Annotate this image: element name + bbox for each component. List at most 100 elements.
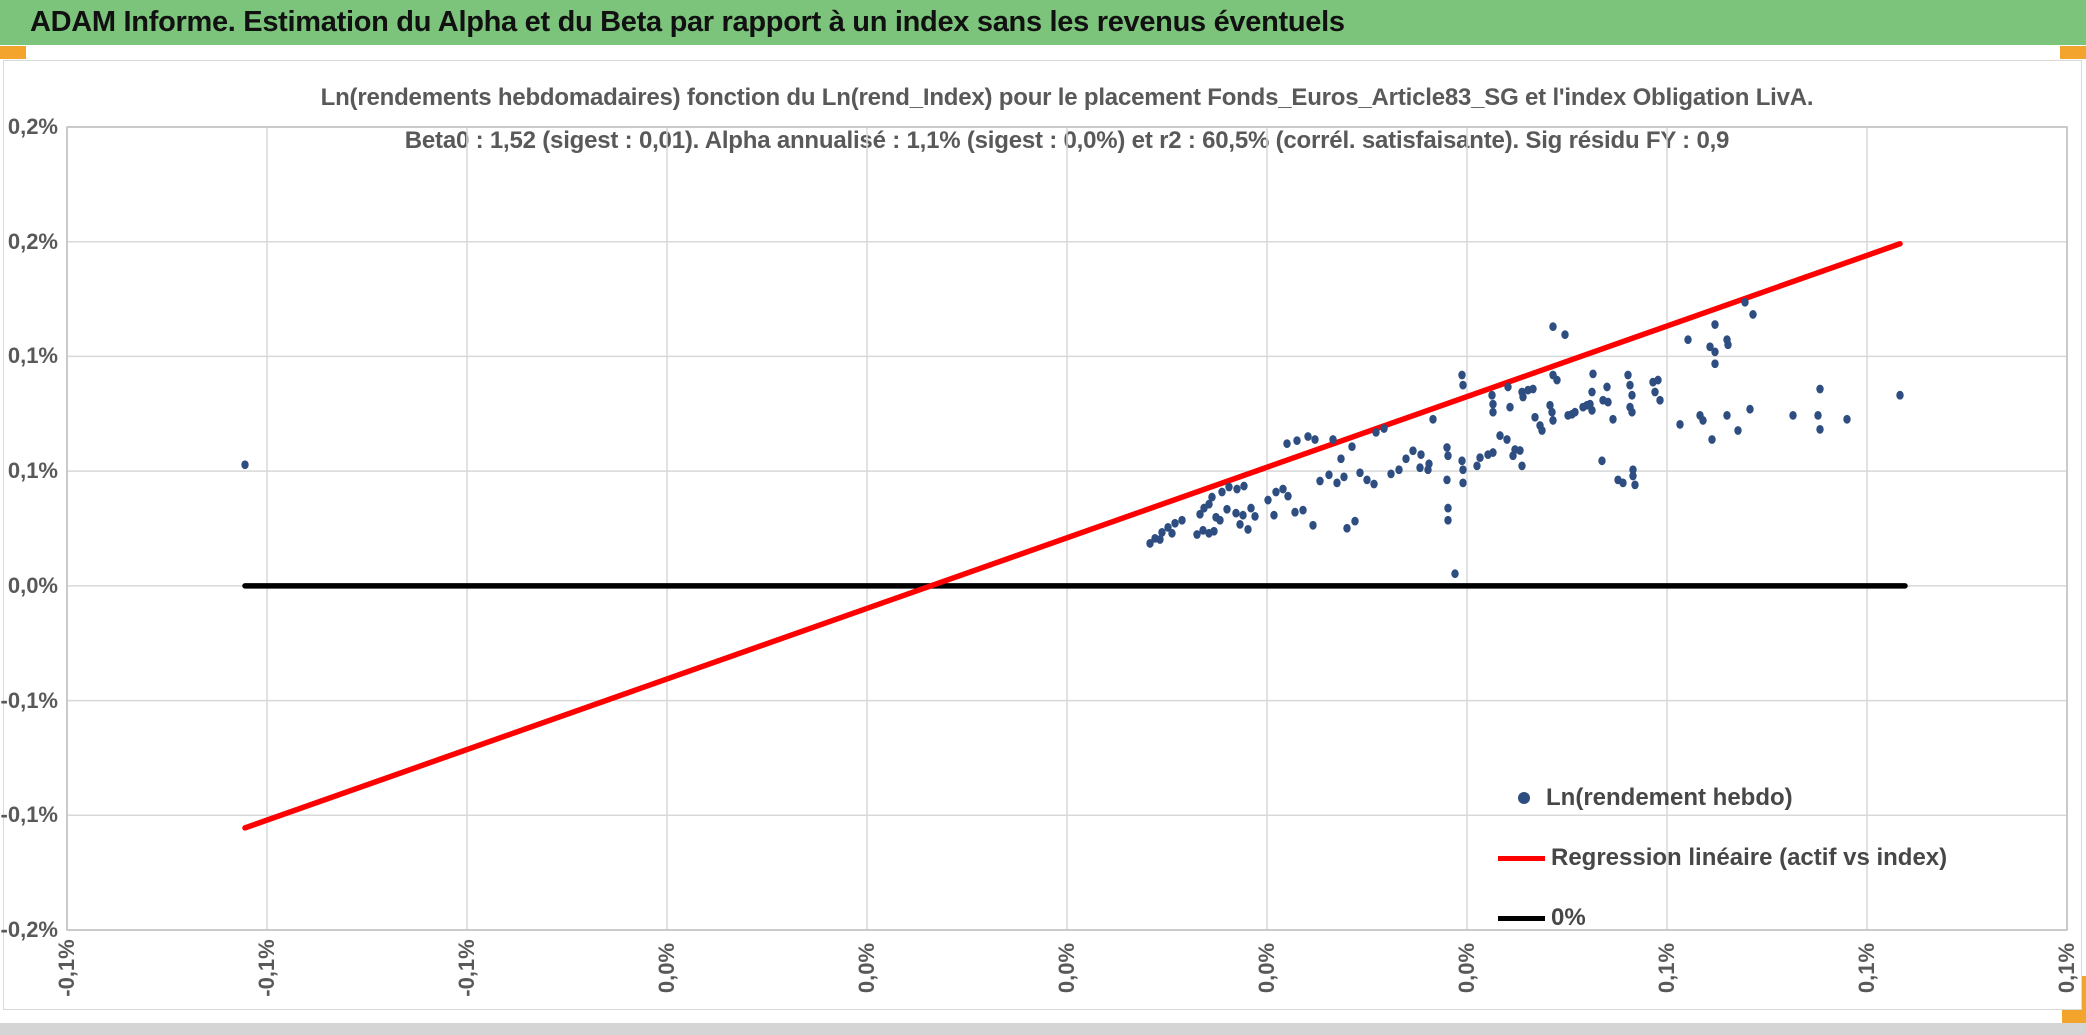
x-tick-label: 0,1% <box>2054 942 2079 994</box>
scatter-point <box>1629 465 1637 475</box>
scatter-point <box>1896 390 1904 400</box>
scatter-point <box>1519 392 1527 402</box>
header-bar: ADAM Informe. Estimation du Alpha et du … <box>0 0 2086 45</box>
chart-title-line1: Ln(rendements hebdomadaires) fonction du… <box>320 84 1814 111</box>
legend-item-scatter: Ln(rendement hebdo) <box>1490 778 1793 818</box>
scatter-point <box>1741 297 1749 307</box>
chart-area <box>3 60 2082 1010</box>
scatter-point <box>1529 384 1537 394</box>
scatter-point <box>1518 461 1526 471</box>
scatter-point <box>1146 539 1154 548</box>
scatter-point <box>1629 471 1637 481</box>
scatter-point <box>1348 442 1356 451</box>
scatter-point <box>1588 387 1596 397</box>
plot-border <box>66 126 2068 931</box>
scatter-point <box>1168 528 1176 538</box>
scatter-point <box>1571 407 1579 417</box>
y-tick-label: 0,1% <box>7 343 58 369</box>
scatter-point <box>1549 416 1557 425</box>
scatter-marker-icon <box>1518 792 1530 804</box>
scatter-point <box>1473 461 1481 471</box>
scatter-point <box>1489 448 1497 457</box>
scatter-point <box>1443 443 1451 452</box>
regression-line-series <box>242 241 1903 831</box>
scatter-point <box>1458 370 1466 380</box>
scatter-point <box>1516 446 1524 455</box>
scatter-point <box>1723 410 1731 420</box>
scatter-point <box>1538 426 1546 435</box>
scatter-point <box>241 460 249 470</box>
legend-item-zero-line: 0% <box>1490 898 1586 938</box>
scatter-point <box>1325 470 1333 480</box>
x-tick-label: 0,0% <box>1054 942 1079 994</box>
scatter-point <box>1329 435 1337 444</box>
x-tick-label: 0,0% <box>1254 942 1279 994</box>
scatter-point <box>1429 414 1437 424</box>
legend-item-regression: Regression linéaire (actif vs index) <box>1490 838 1947 878</box>
scatter-point <box>1380 424 1388 433</box>
scatter-point <box>1279 484 1287 494</box>
scatter-point <box>1504 382 1512 392</box>
scatter-point <box>1236 519 1244 529</box>
regression-line-icon <box>1498 855 1545 861</box>
y-tick-label: 0,0% <box>7 572 58 598</box>
scatter-point <box>1283 439 1291 449</box>
scatter-point <box>1304 432 1312 441</box>
scatter-point <box>1654 375 1662 385</box>
scatter-point <box>1293 436 1301 446</box>
scatter-point <box>1164 522 1172 532</box>
scatter-point <box>1239 510 1247 520</box>
scatter-point <box>1272 487 1280 497</box>
scatter-point <box>1363 475 1371 485</box>
scatter-point <box>1210 526 1218 536</box>
scatter-point <box>1225 482 1233 492</box>
scatter-point <box>1488 390 1496 400</box>
scatter-point <box>1387 469 1395 479</box>
bottom-gray-strip <box>0 1023 2086 1035</box>
scatter-point <box>1343 523 1351 533</box>
scatter-point <box>1459 478 1467 488</box>
x-tick-label: 0,1% <box>1854 942 1879 994</box>
scatter-point <box>1458 456 1466 466</box>
x-tick-label: 0,0% <box>654 942 679 994</box>
scatter-point <box>1531 412 1539 422</box>
scatter-point <box>1333 478 1341 488</box>
scatter-point <box>1232 508 1240 518</box>
scatter-point <box>1684 335 1692 345</box>
scatter-point <box>1496 431 1504 440</box>
scatter-point <box>1216 515 1224 525</box>
scatter-point <box>1588 405 1596 415</box>
scatter-point <box>1816 424 1824 434</box>
scatter-point <box>1651 387 1659 397</box>
scatter-point <box>1158 528 1166 537</box>
scatter-point <box>1171 518 1179 528</box>
y-tick-label: 0,2% <box>7 228 58 254</box>
scatter-point <box>1489 399 1497 409</box>
scatter-point <box>1337 454 1345 464</box>
scatter-point <box>1706 342 1714 352</box>
x-tick-label: -0,1% <box>454 939 479 997</box>
x-tick-label: 0,0% <box>1454 942 1479 994</box>
scatter-point <box>1444 503 1452 513</box>
scatter-point <box>1199 525 1207 535</box>
y-tick-label: -0,1% <box>0 802 58 828</box>
scatter-point <box>1459 465 1467 475</box>
scatter-point <box>1816 384 1824 394</box>
scatter-point <box>1589 369 1597 379</box>
scatter-point <box>1749 310 1757 319</box>
corner-accent-top-left <box>0 46 26 59</box>
scatter-point <box>1356 468 1364 478</box>
scatter-point <box>1309 520 1317 530</box>
scatter-point <box>1789 410 1797 420</box>
scatter-point <box>1291 507 1299 517</box>
scatter-point <box>1218 487 1226 497</box>
scatter-point <box>1734 426 1742 435</box>
scatter-point <box>1251 511 1259 521</box>
scatter-point <box>1699 416 1707 425</box>
scatter-point <box>1370 479 1378 489</box>
scatter-point <box>1156 535 1164 544</box>
scatter-point <box>1628 407 1636 417</box>
scatter-point <box>1476 453 1484 463</box>
x-tick-label: -0,1% <box>54 939 79 997</box>
scatter-point <box>1711 347 1719 357</box>
